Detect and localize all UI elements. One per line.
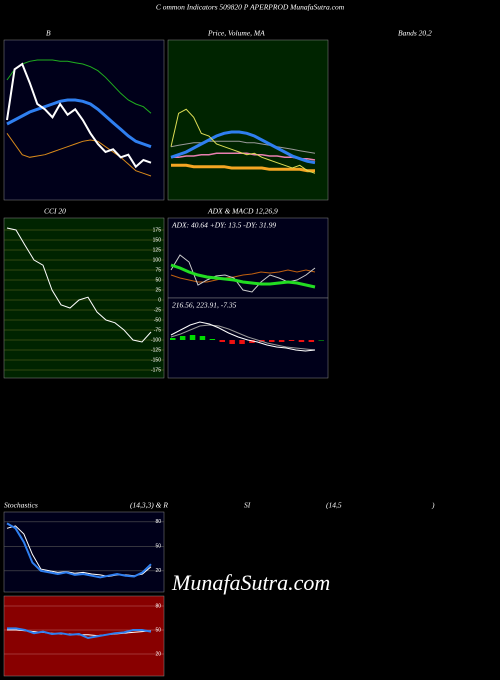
histogram-bar xyxy=(239,340,245,344)
page-title: C ommon Indicators 509820 P APERPROD Mun… xyxy=(156,3,345,12)
series-line xyxy=(170,130,316,165)
y-tick-label: 50 xyxy=(155,627,161,633)
series-line xyxy=(6,133,152,177)
histogram-bar xyxy=(170,338,176,340)
series-line xyxy=(171,163,315,173)
y-tick-label: 0 xyxy=(158,297,161,303)
watermark: MunafaSutra.com xyxy=(171,570,330,595)
histogram-bar xyxy=(219,340,225,342)
histogram-bar xyxy=(209,339,216,340)
panel-title: Price, Volume, MA xyxy=(207,29,265,38)
histogram-bar xyxy=(199,336,206,340)
annotation: ADX: 40.64 +DY: 13.5 -DY: 31.99 xyxy=(171,221,276,230)
y-tick-label: 125 xyxy=(153,247,162,253)
y-tick-label: 80 xyxy=(155,519,161,525)
series-line xyxy=(170,324,316,351)
y-tick-label: 175 xyxy=(153,227,162,233)
series-line xyxy=(6,227,152,343)
histogram-bar xyxy=(249,340,255,343)
panel xyxy=(3,39,165,201)
y-tick-label: 75 xyxy=(155,267,161,273)
title-part: SI xyxy=(244,501,251,510)
title-part: (14,3,3) & R xyxy=(130,501,168,510)
series-line xyxy=(170,263,316,289)
histogram-bar xyxy=(179,336,186,340)
histogram-bar xyxy=(269,340,275,342)
y-tick-label: -25 xyxy=(154,307,161,313)
histogram-bar xyxy=(318,340,324,341)
series-line xyxy=(170,269,316,283)
annotation: 216.56, 223.91, -7.35 xyxy=(172,301,237,310)
panel-title: ADX & MACD 12,26,9 xyxy=(207,207,278,216)
panel-title: B xyxy=(46,29,51,38)
series-line xyxy=(6,98,152,149)
histogram-bar xyxy=(278,340,285,342)
series-line xyxy=(170,321,316,352)
y-tick-label: -150 xyxy=(151,357,161,363)
y-tick-label: 50 xyxy=(155,277,161,283)
series-line xyxy=(7,627,152,640)
histogram-bar xyxy=(308,340,315,342)
y-tick-label: 50 xyxy=(155,544,161,550)
title-part: ) xyxy=(431,501,435,510)
y-tick-label: -75 xyxy=(154,327,161,333)
panel xyxy=(167,297,329,379)
histogram-bar xyxy=(229,340,235,344)
histogram-bar xyxy=(189,335,196,340)
y-tick-label: 20 xyxy=(155,568,161,574)
series-line xyxy=(6,62,152,169)
series-line xyxy=(170,108,316,174)
series-line xyxy=(170,140,316,154)
histogram-bar xyxy=(288,340,295,341)
title-part: (14,5 xyxy=(326,501,342,510)
y-tick-label: 25 xyxy=(155,287,161,293)
panel-title: CCI 20 xyxy=(44,207,66,216)
panel xyxy=(167,39,329,201)
y-tick-label: 100 xyxy=(153,257,162,263)
y-tick-label: -175 xyxy=(151,367,161,373)
series-line xyxy=(6,59,152,114)
histogram-bar xyxy=(298,340,305,342)
y-tick-label: 20 xyxy=(155,651,161,657)
series-line xyxy=(6,522,152,579)
y-tick-label: 80 xyxy=(155,603,161,609)
panel-subtitle: Bands 20,2 xyxy=(398,29,432,38)
y-tick-label: -100 xyxy=(151,337,161,343)
y-tick-label: -50 xyxy=(154,317,161,323)
panel-title: Stochastics xyxy=(4,501,38,510)
y-tick-label: 150 xyxy=(153,237,162,243)
y-tick-label: -125 xyxy=(151,347,161,353)
panel xyxy=(3,511,165,593)
